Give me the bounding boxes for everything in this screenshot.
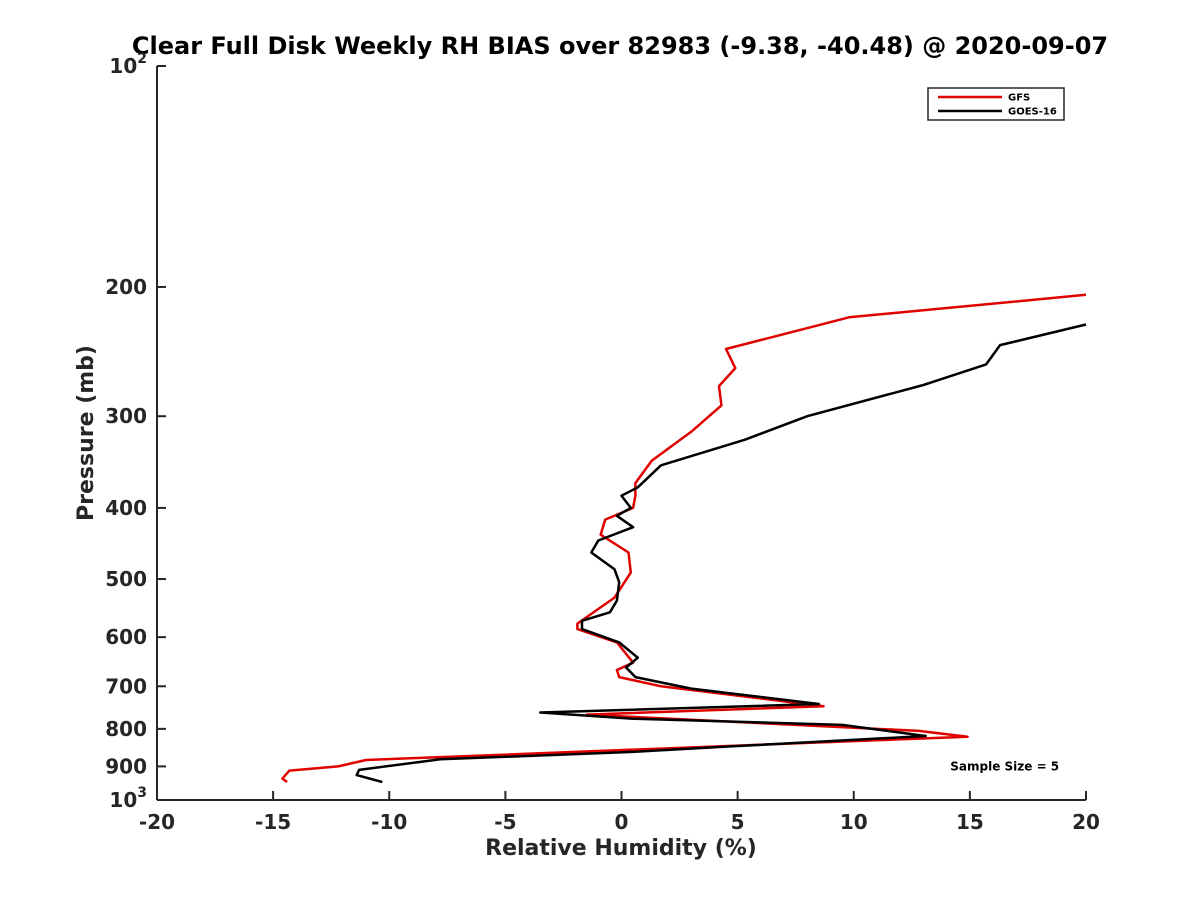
y-axis-label: Pressure (mb) — [74, 345, 99, 521]
y-tick-label: 800 — [105, 717, 147, 741]
chart-title: Clear Full Disk Weekly RH BIAS over 8298… — [132, 32, 1108, 60]
y-tick-label: 102 — [109, 51, 147, 78]
y-tick-label: 103 — [109, 785, 147, 812]
y-tick-label: 700 — [105, 674, 147, 698]
x-tick-label: 20 — [1072, 810, 1100, 834]
x-tick-label: -5 — [494, 810, 516, 834]
series-line-gfs — [281, 293, 1087, 784]
x-tick-label: 5 — [731, 810, 745, 834]
annotations: Sample Size = 5 — [950, 759, 1059, 773]
x-tick-label: -20 — [139, 810, 175, 834]
sample-size-annotation: Sample Size = 5 — [950, 759, 1059, 773]
legend: GFS GOES-16 — [927, 87, 1065, 121]
x-tick-label: 15 — [956, 810, 984, 834]
y-tick-exponent: 2 — [137, 51, 147, 67]
x-tick-label: 0 — [615, 810, 629, 834]
legend-box — [927, 87, 1065, 121]
y-tick-label: 300 — [105, 404, 147, 428]
x-tick-label: -10 — [371, 810, 407, 834]
x-tick-label: -15 — [255, 810, 291, 834]
x-axis-label: Relative Humidity (%) — [485, 836, 757, 861]
y-tick-label: 200 — [105, 275, 147, 299]
y-tick-label: 900 — [105, 754, 147, 778]
x-tick-label: 10 — [840, 810, 868, 834]
data-series — [281, 293, 1087, 784]
series-line-goes-16 — [355, 323, 1087, 784]
y-tick-label: 500 — [105, 567, 147, 591]
legend-label-gfs: GFS — [1008, 93, 1030, 104]
legend-label-goes-16: GOES-16 — [1008, 107, 1057, 118]
y-tick-exponent: 3 — [137, 785, 147, 801]
x-axis-ticks: -20 -15 -10 -5 0 5 10 15 20 — [139, 791, 1100, 834]
y-tick-base: 10 — [109, 788, 137, 812]
y-tick-label: 400 — [105, 496, 147, 520]
y-tick-base: 10 — [109, 54, 137, 78]
y-tick-label: 600 — [105, 625, 147, 649]
